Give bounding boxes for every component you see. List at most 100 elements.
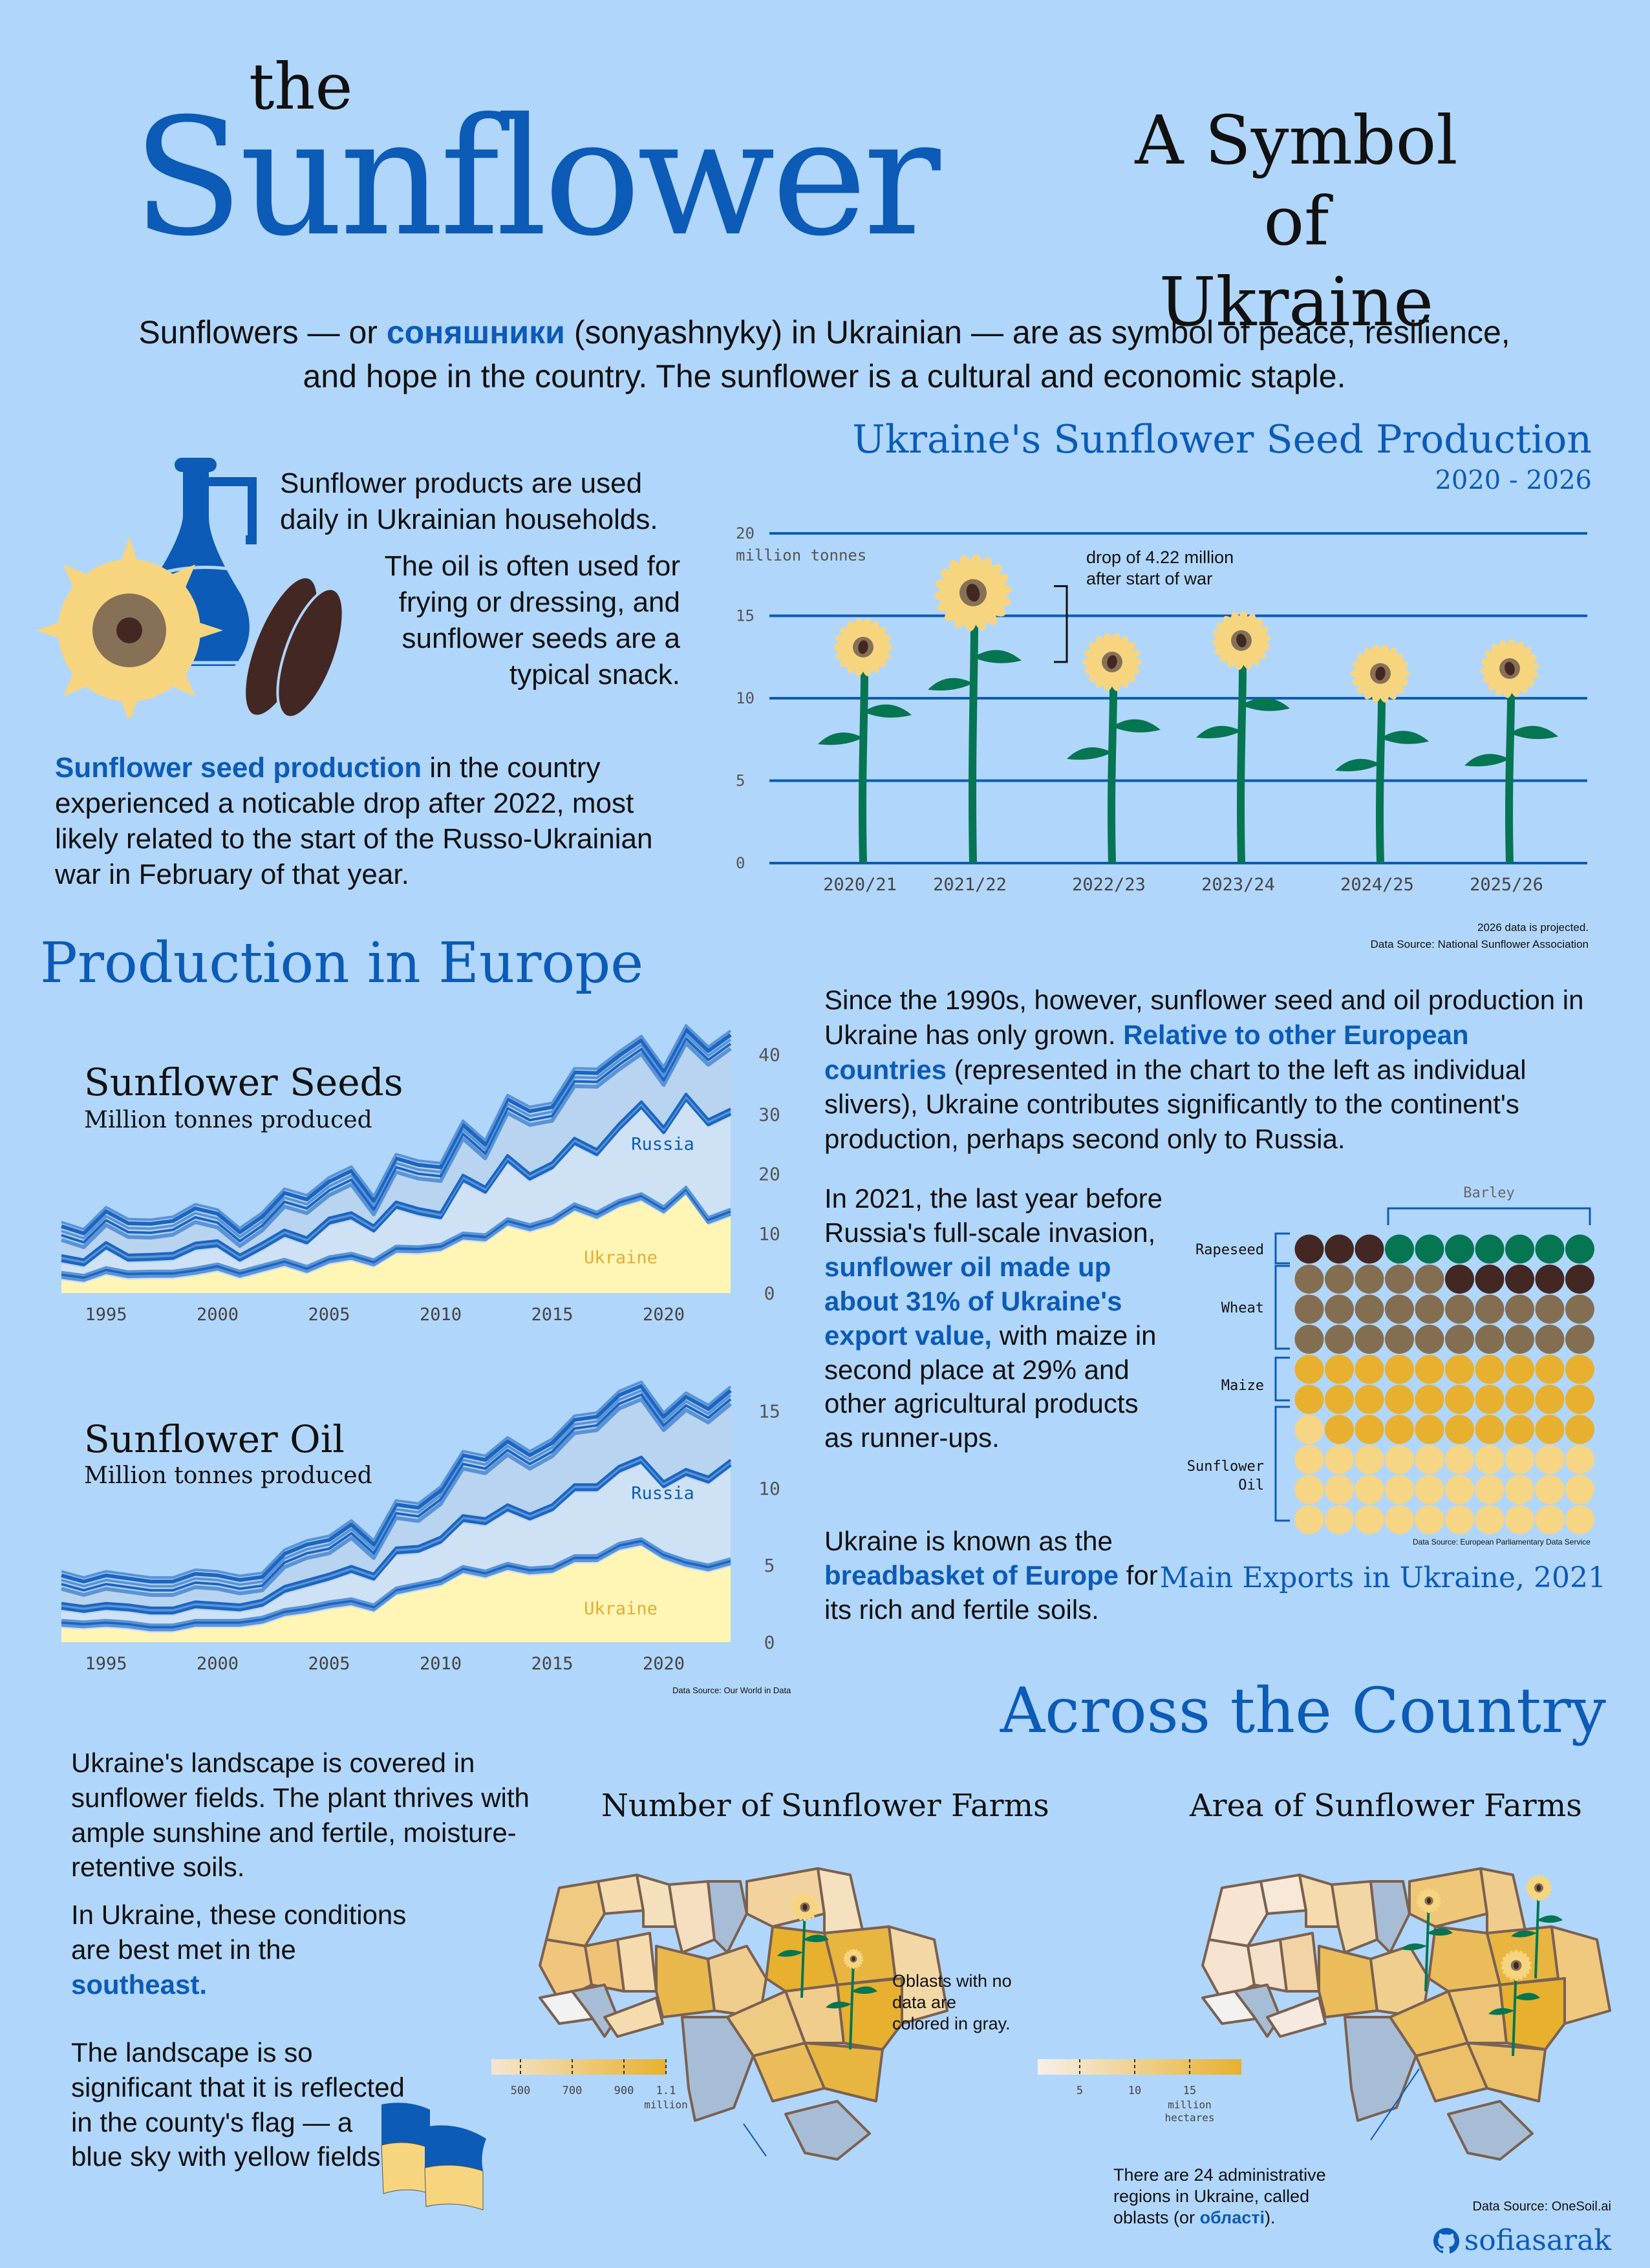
waffle-cell [1355,1265,1384,1294]
waffle-cell [1475,1325,1505,1354]
intro-text: Sunflowers — or [138,314,387,350]
sunflower-head-icon [1417,1888,1441,1914]
waffle-cell [1415,1265,1444,1294]
text: colored in gray. [892,2013,1011,2033]
map-farms-count: 3005007009001.1thousandmillion [491,1867,948,2161]
oblast-region [784,2100,871,2161]
waffle-cell [1535,1265,1565,1294]
waffle-cell [1385,1265,1414,1294]
country-sliver [61,1032,732,1240]
seeds-streamgraph: 0 10 20 30 40 1995 2000 2005 2010 2015 2020 Russia U… [61,1023,780,1325]
legend-tick: 1.1 [656,2084,676,2097]
y-tick: 20 [758,1164,780,1185]
waffle-cell [1294,1234,1324,1264]
ukraine-label: Ukraine [584,1599,658,1619]
waffle-cell [1475,1505,1505,1534]
waffle-cell [1325,1505,1354,1534]
country-sliver [61,1097,732,1267]
category-bracket [1274,1406,1290,1522]
country-sliver [61,1041,732,1249]
europe-paragraph-3: Ukraine is known as the breadbasket of E… [824,1524,1173,1627]
waffle-cell [1415,1415,1444,1444]
x-tick: 2000 [197,1305,239,1325]
sunflower-bar [1464,639,1558,864]
subtitle-line-1: A Symbol of [1135,101,1458,261]
map-sunflower [1511,1874,1563,1979]
page-title: Sunflower [133,83,941,272]
waffle-cell [1415,1445,1444,1474]
x-tick: 2020 [643,1305,685,1325]
sunflower-head-icon [843,1949,864,1969]
oil-bottle-sunflower-seeds-illustration [36,458,345,718]
projection-note: 2026 data is projected. [1477,921,1589,934]
x-tick: 2024/25 [1340,875,1414,895]
seed-production-title: Ukraine's Sunflower Seed Production [852,417,1592,462]
waffle-cell [1294,1445,1324,1474]
highlight: Relative to other European countries [824,1019,1469,1085]
oil-chart-title: Sunflower Oil [84,1417,345,1461]
waffle-cell [1445,1325,1474,1354]
country-sliver [61,1027,732,1236]
sunflower-head-icon [1525,1874,1552,1901]
highlight: southeast. [71,1969,208,2000]
oblast-region [1331,1880,1378,1954]
waffle-cell [1325,1325,1354,1354]
waffle-cell [1325,1234,1354,1264]
oblast-region [707,1880,748,1954]
oblast-region [1550,1925,1611,2025]
waffle-cell [1475,1294,1505,1324]
waffle-cell [1415,1294,1444,1324]
oblast-region [636,1874,677,1928]
waffle-cell [1385,1354,1414,1384]
oblast-region [707,1945,767,2018]
sunflower-head-icon [1501,1950,1532,1981]
y-tick: 5 [764,1555,775,1576]
country-sliver [61,1537,731,1627]
waffle-cell [1385,1325,1414,1354]
oblast-region [1298,1874,1340,1928]
x-tick: 2005 [308,1305,350,1325]
y-tick: 0 [764,1283,775,1304]
oblast-region [668,1880,716,1954]
europe-section-title: Production in Europe [40,931,644,996]
country-sliver [61,1397,732,1597]
exports-waffle-chart: Rapeseed Wheat Maize Sunflower Oil Barley [1187,1185,1594,1534]
y-tick: 10 [758,1478,780,1499]
country-sliver [61,1458,732,1612]
legend-unit: million [1168,2099,1211,2111]
drop-text: in the country experienced a noticable d… [55,752,653,890]
oblast-region [888,1925,948,2025]
waffle-cell [1535,1234,1565,1264]
waffle-cell [1475,1475,1505,1504]
oblast-region [804,2042,884,2102]
sunflower-head-icon [833,617,893,676]
country-sliver [61,1541,731,1632]
sunflower-bar [1067,632,1161,864]
legend-tick: 5 [1077,2084,1083,2097]
country-sliver [61,1092,731,1261]
across-paragraph-3: The landscape is so significant that it … [71,2037,405,2172]
y-tick: 15 [758,1401,780,1422]
x-tick: 2010 [420,1654,462,1674]
russia-area [61,1465,731,1633]
annotation: after start of war [1086,569,1212,588]
y-tick: 5 [736,772,745,790]
no-data-note: Oblasts with no data are colored in gray… [892,1971,1012,2035]
y-tick: 40 [758,1044,780,1065]
waffle-cell [1505,1354,1534,1384]
waffle-label: Wheat [1221,1300,1264,1316]
waffle-cell [1355,1415,1384,1444]
waffle-cell [1445,1294,1474,1324]
waffle-cell [1475,1265,1505,1294]
country-sliver [61,1185,731,1277]
legend-unit: hectares [1164,2112,1214,2124]
github-icon [1433,2227,1459,2254]
waffle-cell [1505,1385,1534,1414]
waffle-cell [1385,1234,1414,1264]
author-credit[interactable]: sofiasarak [1433,2224,1611,2257]
sunflower-head-icon [1082,632,1142,691]
waffle-cell [1535,1505,1565,1534]
seed-production-chart: 0 5 10 15 20 million tonnes 2020/21 2021/22 2022… [736,524,1587,895]
sunflower-head-icon [1480,639,1539,698]
